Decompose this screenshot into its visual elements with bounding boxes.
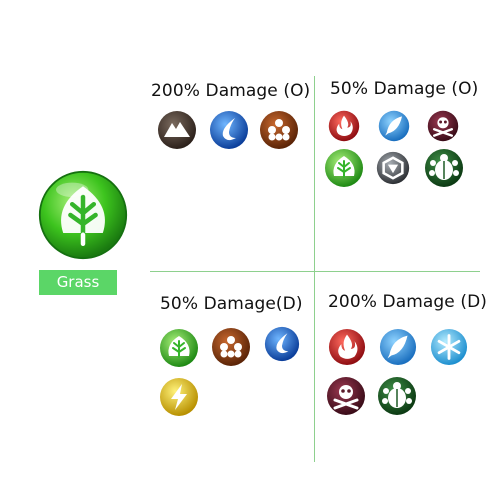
vertical-divider xyxy=(314,76,315,462)
steel-icon xyxy=(376,151,410,185)
horizontal-divider xyxy=(150,271,480,272)
water-icon xyxy=(209,110,249,150)
quadrant-title-top-right: 50% Damage (O) xyxy=(330,79,479,99)
ground-icon xyxy=(259,110,299,150)
poison-icon xyxy=(427,110,459,142)
fire-icon xyxy=(328,328,366,366)
flying-icon xyxy=(379,328,417,366)
bug-icon xyxy=(377,376,417,416)
ice-icon xyxy=(430,328,468,366)
water-icon xyxy=(264,326,300,362)
flying-icon xyxy=(378,110,410,142)
grass-icon xyxy=(324,148,364,188)
fire-icon xyxy=(328,110,360,142)
grass-icon xyxy=(159,328,199,368)
electric-icon xyxy=(159,377,199,417)
grass-type-emblem-icon xyxy=(38,170,128,260)
ground-icon xyxy=(211,327,251,367)
quadrant-title-top-left: 200% Damage (O) xyxy=(151,81,311,101)
rock-icon xyxy=(157,110,197,150)
bug-icon xyxy=(424,148,464,188)
type-name-label: Grass xyxy=(39,270,117,295)
poison-icon xyxy=(326,376,366,416)
quadrant-title-bottom-right: 200% Damage (D) xyxy=(328,292,487,312)
quadrant-title-bottom-left: 50% Damage(D) xyxy=(160,294,303,314)
